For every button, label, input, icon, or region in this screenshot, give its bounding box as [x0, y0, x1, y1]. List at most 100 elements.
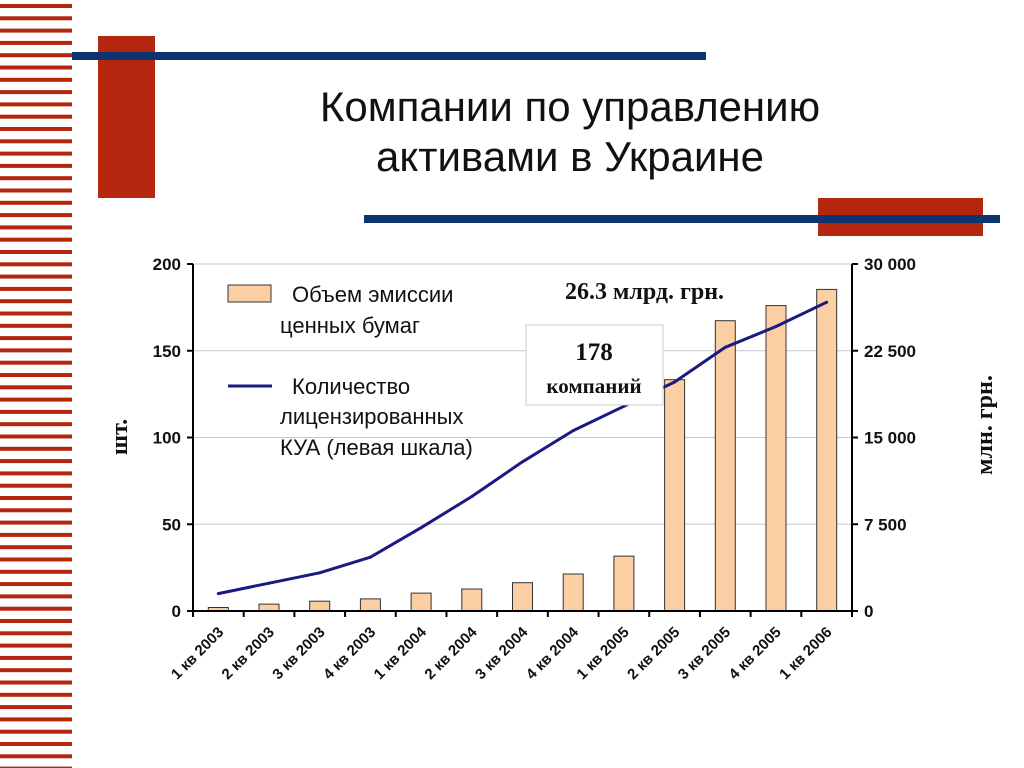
stripe — [0, 557, 72, 562]
stripe — [0, 28, 72, 33]
x-tick-label: 1 кв 2004 — [371, 623, 431, 683]
stripe — [0, 631, 72, 636]
stripe — [0, 496, 72, 500]
stripe — [0, 520, 72, 525]
stripe — [0, 250, 72, 254]
stripe — [0, 53, 72, 58]
stripe — [0, 655, 72, 660]
line-point — [723, 345, 727, 349]
legend: Объем эмиссии ценных бумаг Количество ли… — [227, 282, 473, 460]
y-tick-left-label: 0 — [172, 602, 181, 621]
y-tick-right-label: 0 — [864, 602, 873, 621]
stripe — [0, 176, 72, 181]
y-tick-left-label: 150 — [153, 342, 181, 361]
x-tick-label: 2 кв 2003 — [219, 624, 278, 683]
legend-line-label-2: лицензированных — [280, 404, 464, 429]
bar — [461, 588, 483, 612]
stripe — [0, 373, 72, 377]
stripe — [0, 360, 72, 365]
y-axis-right-label: млн. грн. — [972, 375, 998, 475]
bar-series — [207, 288, 838, 612]
x-tick-label: 1 кв 2005 — [573, 624, 632, 683]
tick-labels: 0 50 100 150 200 0 7 500 15 000 22 500 30 000 — [153, 255, 916, 621]
stripe — [0, 754, 72, 759]
stripe — [0, 311, 72, 316]
y-tick-left-label: 100 — [153, 429, 181, 448]
y-tick-right-label: 15 000 — [864, 429, 916, 448]
stripe — [0, 409, 72, 414]
stripe — [0, 606, 72, 611]
bar — [613, 555, 635, 612]
stripe — [0, 692, 72, 697]
line-point — [622, 404, 626, 408]
bar — [816, 288, 838, 612]
stripe — [0, 680, 72, 685]
stripe — [0, 114, 72, 119]
line-point — [368, 555, 372, 559]
stripe — [0, 717, 72, 722]
stripe — [0, 446, 72, 451]
stripe — [0, 40, 72, 45]
annotation-total: 26.3 млрд. грн. — [565, 279, 724, 305]
stripe — [0, 569, 72, 574]
x-tick-label: 1 кв 2003 — [168, 624, 227, 683]
stripe — [0, 729, 72, 734]
stripe — [0, 65, 72, 70]
legend-bar-label-2: ценных бумаг — [280, 313, 420, 338]
bar — [714, 320, 736, 612]
bar — [664, 379, 686, 612]
stripe — [0, 4, 72, 8]
line-point — [419, 526, 423, 530]
stripe — [0, 299, 72, 304]
stripe — [0, 668, 72, 673]
stripe — [0, 545, 72, 550]
stripe — [0, 643, 72, 648]
line-point — [673, 380, 677, 384]
annotation-count-label: компаний — [546, 374, 641, 398]
x-tick-label: 2 кв 2004 — [421, 623, 481, 683]
bar — [309, 600, 331, 612]
navy-bar-bottom — [364, 215, 1000, 223]
red-block-top — [98, 36, 155, 198]
line-point — [521, 460, 524, 464]
stripe — [0, 16, 72, 21]
line-point — [470, 495, 474, 498]
x-tick-label: 1 кв 2006 — [776, 624, 835, 683]
stripe — [0, 508, 72, 513]
legend-bar-label-1: Объем эмиссии — [292, 282, 453, 307]
legend-line-label-3: КУА (левая шкала) — [280, 435, 473, 460]
stripe — [0, 434, 72, 439]
line-point — [571, 429, 575, 433]
stripe — [0, 483, 72, 488]
stripe — [0, 422, 72, 427]
line-point — [318, 571, 322, 575]
annotation-count-box — [525, 324, 664, 406]
slide-title: Компании по управлению активами в Украин… — [230, 82, 910, 182]
stripe — [0, 766, 72, 768]
stripe — [0, 102, 72, 107]
y-tick-left-label: 50 — [162, 515, 181, 534]
stripe — [0, 742, 72, 746]
axes — [187, 263, 858, 617]
annotation-count-value: 178 — [575, 339, 613, 366]
title-line-1: Компании по управлению — [319, 83, 821, 130]
navy-bar-top — [72, 52, 706, 60]
x-tick-label: 4 кв 2003 — [320, 624, 379, 683]
stripe — [0, 237, 72, 242]
y-tick-right-label: 7 500 — [864, 515, 907, 534]
y-tick-left-label: 200 — [153, 255, 181, 274]
stripe — [0, 705, 72, 710]
stripe — [0, 532, 72, 537]
y-tick-right-label: 30 000 — [864, 255, 916, 274]
x-tick-label: 3 кв 2004 — [472, 623, 532, 683]
stripe — [0, 163, 72, 168]
stripe — [0, 323, 72, 328]
stripe — [0, 619, 72, 623]
stripe — [0, 200, 72, 205]
stripe — [0, 471, 72, 476]
line-point — [267, 581, 271, 585]
line-point — [216, 592, 220, 596]
bar — [359, 598, 381, 612]
